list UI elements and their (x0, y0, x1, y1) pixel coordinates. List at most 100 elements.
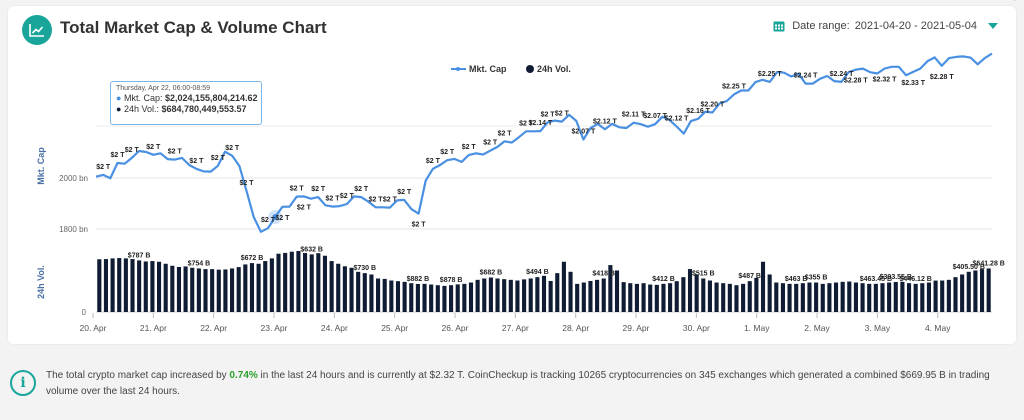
volume-bar[interactable] (741, 283, 746, 312)
volume-bar[interactable] (130, 259, 135, 312)
volume-bar[interactable] (946, 279, 951, 312)
volume-bar[interactable] (263, 261, 268, 312)
volume-bar[interactable] (661, 283, 666, 312)
volume-bar[interactable] (123, 258, 128, 312)
volume-bar[interactable] (774, 282, 779, 312)
volume-bar[interactable] (369, 274, 374, 312)
volume-bar[interactable] (953, 277, 958, 312)
volume-bar[interactable] (210, 269, 215, 312)
volume-bar[interactable] (734, 285, 739, 312)
volume-bar[interactable] (296, 251, 301, 312)
volume-bar[interactable] (860, 283, 865, 312)
volume-bar[interactable] (960, 274, 965, 312)
volume-bar[interactable] (528, 278, 533, 313)
volume-bar[interactable] (694, 274, 699, 312)
volume-bar[interactable] (714, 282, 719, 312)
volume-bar[interactable] (535, 277, 540, 312)
volume-bar[interactable] (814, 282, 819, 312)
volume-bar[interactable] (979, 269, 985, 312)
volume-bar[interactable] (110, 258, 115, 312)
volume-bar[interactable] (621, 282, 626, 312)
volume-bar[interactable] (283, 252, 288, 312)
volume-bar[interactable] (190, 267, 195, 312)
volume-bar[interactable] (442, 285, 447, 312)
volume-bar[interactable] (887, 282, 892, 312)
volume-bar[interactable] (681, 277, 686, 312)
volume-bar[interactable] (913, 283, 918, 312)
volume-bar[interactable] (230, 268, 235, 312)
volume-bar[interactable] (468, 282, 474, 312)
volume-bar[interactable] (515, 280, 520, 312)
volume-bar[interactable] (163, 263, 168, 312)
volume-bar[interactable] (601, 278, 606, 313)
volume-bar[interactable] (336, 263, 341, 312)
volume-bar[interactable] (143, 261, 148, 312)
volume-bar[interactable] (170, 265, 175, 312)
legend-item-mkt-cap[interactable]: Mkt. Cap (451, 64, 507, 74)
volume-bar[interactable] (641, 283, 646, 312)
volume-bar[interactable] (97, 259, 102, 312)
volume-bar[interactable] (389, 280, 394, 312)
market-cap-line[interactable] (95, 52, 993, 233)
volume-bar[interactable] (316, 253, 321, 312)
volume-bar[interactable] (906, 283, 912, 312)
volume-bar[interactable] (117, 258, 122, 312)
volume-bar[interactable] (223, 269, 228, 312)
volume-bar[interactable] (216, 269, 221, 312)
volume-bar[interactable] (409, 283, 414, 312)
volume-bar[interactable] (595, 279, 600, 312)
volume-bar[interactable] (893, 281, 898, 312)
volume-bar[interactable] (502, 279, 507, 312)
volume-bar[interactable] (488, 277, 493, 313)
volume-bar[interactable] (827, 283, 832, 312)
volume-bar[interactable] (674, 281, 679, 312)
volume-bar[interactable] (780, 283, 785, 312)
volume-bar[interactable] (176, 266, 182, 312)
volume-bar[interactable] (137, 260, 142, 312)
volume-bar[interactable] (853, 282, 858, 312)
volume-bar[interactable] (847, 281, 852, 312)
volume-bar[interactable] (608, 265, 613, 312)
volume-bar[interactable] (754, 277, 759, 312)
volume-bar[interactable] (800, 283, 805, 312)
volume-bar[interactable] (687, 269, 693, 312)
volume-bar[interactable] (654, 284, 659, 313)
volume-bar[interactable] (402, 281, 407, 312)
volume-bar[interactable] (322, 255, 328, 312)
volume-bar[interactable] (541, 275, 547, 312)
volume-bar[interactable] (309, 254, 314, 312)
volume-bar[interactable] (920, 283, 925, 312)
volume-bar[interactable] (548, 280, 553, 312)
volume-bar[interactable] (701, 278, 706, 313)
volume-bar[interactable] (382, 278, 387, 312)
volume-bar[interactable] (727, 283, 732, 312)
volume-bar[interactable] (820, 283, 825, 312)
volume-bar[interactable] (986, 268, 991, 312)
volume-bar[interactable] (721, 283, 726, 312)
volume-bar[interactable] (807, 282, 812, 312)
volume-bar[interactable] (495, 278, 500, 313)
volume-bar[interactable] (276, 253, 281, 312)
volume-bar[interactable] (900, 281, 905, 312)
volume-bar[interactable] (249, 263, 255, 312)
volume-bar[interactable] (482, 278, 487, 313)
volume-bar[interactable] (376, 278, 381, 313)
volume-bar[interactable] (747, 281, 752, 312)
date-range-picker[interactable]: Date range: 2021-04-20 - 2021-05-04 (773, 20, 998, 32)
volume-bar[interactable] (429, 284, 434, 312)
volume-bar[interactable] (581, 282, 586, 312)
volume-bar[interactable] (243, 264, 248, 312)
volume-bar[interactable] (269, 258, 274, 312)
volume-bar[interactable] (555, 273, 560, 312)
volume-bar[interactable] (973, 270, 978, 312)
volume-bar[interactable] (634, 283, 639, 312)
volume-bar[interactable] (873, 283, 878, 312)
volume-bar[interactable] (156, 261, 162, 312)
volume-bar[interactable] (329, 261, 334, 312)
legend-item-24h-vol[interactable]: 24h Vol. (526, 64, 571, 74)
volume-bar[interactable] (395, 281, 401, 312)
volume-bar[interactable] (575, 283, 580, 312)
chevron-down-icon[interactable] (988, 23, 998, 29)
volume-bar[interactable] (926, 282, 931, 312)
volume-bar[interactable] (760, 261, 766, 312)
